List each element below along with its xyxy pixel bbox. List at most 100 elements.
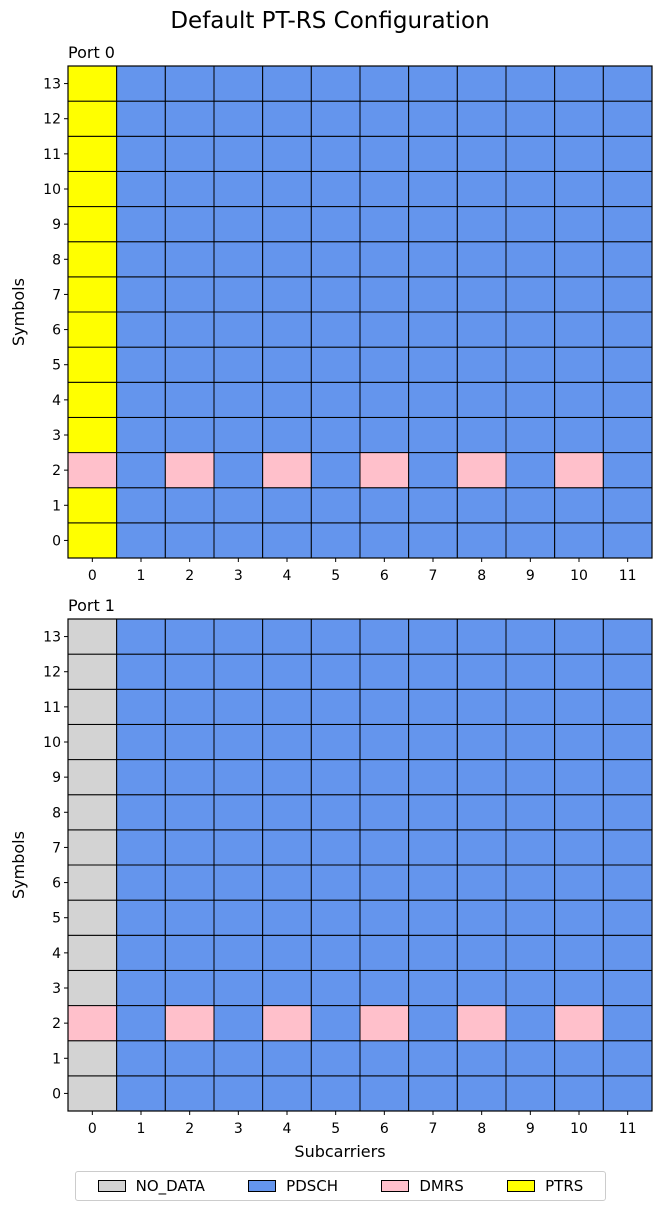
cell-0-sym12-sc4-pdsch	[262, 100, 312, 137]
cell-0-sym5-sc4-pdsch	[262, 346, 312, 383]
cell-0-sym5-sc9-pdsch	[505, 346, 556, 383]
cell-0-sym7-sc4-pdsch	[262, 276, 312, 313]
cell-1-sym6-sc3-pdsch	[213, 864, 264, 901]
y-tick-label-1-13: 13	[43, 630, 61, 646]
cell-0-sym4-sc2-pdsch	[164, 381, 215, 418]
cell-0-sym10-sc2-pdsch	[164, 170, 215, 208]
cell-1-sym7-sc10-pdsch	[554, 829, 604, 866]
cell-0-sym13-sc4-pdsch	[262, 65, 312, 102]
cell-0-sym2-sc1-pdsch	[116, 452, 166, 489]
cell-1-sym2-sc1-pdsch	[116, 1005, 166, 1042]
cell-0-sym9-sc8-pdsch	[456, 206, 507, 243]
cell-0-sym11-sc9-pdsch	[505, 135, 556, 172]
cell-0-sym3-sc7-pdsch	[408, 416, 458, 454]
cell-0-sym10-sc10-pdsch	[554, 170, 604, 208]
cell-1-sym11-sc8-pdsch	[456, 688, 507, 725]
y-axis-label-0: Symbols	[9, 278, 28, 346]
cell-1-sym9-sc4-pdsch	[262, 759, 312, 796]
cell-0-sym7-sc2-pdsch	[164, 276, 215, 313]
x-tick-label-0-3: 3	[234, 568, 243, 584]
y-tick-label-0-3: 3	[52, 428, 61, 444]
legend-item-no-data: NO_DATA	[97, 1177, 205, 1195]
cell-0-sym9-sc4-pdsch	[262, 206, 312, 243]
cell-1-sym6-sc0-no_data	[67, 864, 118, 901]
cell-1-sym12-sc2-pdsch	[164, 653, 215, 690]
cell-1-sym2-sc2-dmrs	[164, 1005, 215, 1042]
cell-1-sym12-sc10-pdsch	[554, 653, 604, 690]
x-tick-label-1-11: 11	[619, 1121, 637, 1137]
cell-1-sym5-sc11-pdsch	[602, 899, 653, 936]
cell-1-sym3-sc5-pdsch	[310, 969, 361, 1007]
x-tick-label-0-6: 6	[380, 568, 389, 584]
cell-0-sym5-sc5-pdsch	[310, 346, 361, 383]
cell-0-sym7-sc9-pdsch	[505, 276, 556, 313]
cell-0-sym10-sc8-pdsch	[456, 170, 507, 208]
cell-0-sym8-sc6-pdsch	[359, 241, 410, 278]
x-tick-label-1-9: 9	[526, 1121, 535, 1137]
cell-0-sym4-sc7-pdsch	[408, 381, 458, 418]
heatmap-frame-0	[67, 65, 653, 559]
cell-0-sym0-sc7-pdsch	[408, 522, 458, 559]
y-tick-label-1-0: 0	[52, 1086, 61, 1102]
cell-1-sym13-sc0-no_data	[67, 618, 118, 655]
cell-0-sym7-sc11-pdsch	[602, 276, 653, 313]
legend-label-no-data: NO_DATA	[135, 1177, 205, 1195]
chart-canvas: Default PT-RS Configuration Port 0012345…	[9, 8, 653, 1161]
cell-1-sym2-sc11-pdsch	[602, 1005, 653, 1042]
cell-0-sym3-sc6-pdsch	[359, 416, 410, 454]
cell-0-sym1-sc6-pdsch	[359, 487, 410, 524]
cell-0-sym9-sc2-pdsch	[164, 206, 215, 243]
cell-1-sym12-sc7-pdsch	[408, 653, 458, 690]
x-tick-label-1-10: 10	[570, 1121, 588, 1137]
cell-1-sym11-sc4-pdsch	[262, 688, 312, 725]
cell-0-sym0-sc10-pdsch	[554, 522, 604, 559]
cell-0-sym2-sc5-pdsch	[310, 452, 361, 489]
cell-1-sym4-sc9-pdsch	[505, 934, 556, 971]
cell-1-sym1-sc11-pdsch	[602, 1040, 653, 1077]
cell-0-sym10-sc9-pdsch	[505, 170, 556, 208]
cell-1-sym12-sc5-pdsch	[310, 653, 361, 690]
cell-1-sym12-sc4-pdsch	[262, 653, 312, 690]
cell-1-sym1-sc1-pdsch	[116, 1040, 166, 1077]
cell-1-sym8-sc10-pdsch	[554, 794, 604, 831]
cell-0-sym8-sc10-pdsch	[554, 241, 604, 278]
cell-0-sym5-sc1-pdsch	[116, 346, 166, 383]
cell-1-sym13-sc10-pdsch	[554, 618, 604, 655]
cell-1-sym1-sc9-pdsch	[505, 1040, 556, 1077]
cell-1-sym12-sc8-pdsch	[456, 653, 507, 690]
cell-0-sym2-sc11-pdsch	[602, 452, 653, 489]
cell-0-sym0-sc3-pdsch	[213, 522, 264, 559]
cell-0-sym13-sc7-pdsch	[408, 65, 458, 102]
cell-0-sym12-sc8-pdsch	[456, 100, 507, 137]
cell-1-sym10-sc6-pdsch	[359, 723, 410, 761]
cell-0-sym11-sc5-pdsch	[310, 135, 361, 172]
cell-0-sym5-sc0-ptrs	[67, 346, 118, 383]
cell-0-sym11-sc7-pdsch	[408, 135, 458, 172]
cell-1-sym11-sc10-pdsch	[554, 688, 604, 725]
cell-1-sym8-sc9-pdsch	[505, 794, 556, 831]
cell-0-sym1-sc1-pdsch	[116, 487, 166, 524]
cell-1-sym1-sc4-pdsch	[262, 1040, 312, 1077]
cell-1-sym6-sc2-pdsch	[164, 864, 215, 901]
cell-1-sym12-sc9-pdsch	[505, 653, 556, 690]
y-tick-label-0-11: 11	[43, 147, 61, 163]
cell-1-sym3-sc6-pdsch	[359, 969, 410, 1007]
panel-title-0: Port 0	[68, 43, 115, 62]
y-tick-label-0-9: 9	[52, 217, 61, 233]
cell-0-sym2-sc0-dmrs	[67, 452, 118, 489]
cell-1-sym4-sc11-pdsch	[602, 934, 653, 971]
cell-1-sym5-sc3-pdsch	[213, 899, 264, 936]
cell-1-sym13-sc2-pdsch	[164, 618, 215, 655]
cell-0-sym4-sc5-pdsch	[310, 381, 361, 418]
cell-0-sym4-sc0-ptrs	[67, 381, 118, 418]
cell-0-sym2-sc7-pdsch	[408, 452, 458, 489]
cell-1-sym1-sc5-pdsch	[310, 1040, 361, 1077]
cell-0-sym13-sc2-pdsch	[164, 65, 215, 102]
cell-0-sym11-sc2-pdsch	[164, 135, 215, 172]
cell-1-sym3-sc1-pdsch	[116, 969, 166, 1007]
cell-1-sym10-sc1-pdsch	[116, 723, 166, 761]
cell-1-sym10-sc9-pdsch	[505, 723, 556, 761]
cell-1-sym6-sc9-pdsch	[505, 864, 556, 901]
